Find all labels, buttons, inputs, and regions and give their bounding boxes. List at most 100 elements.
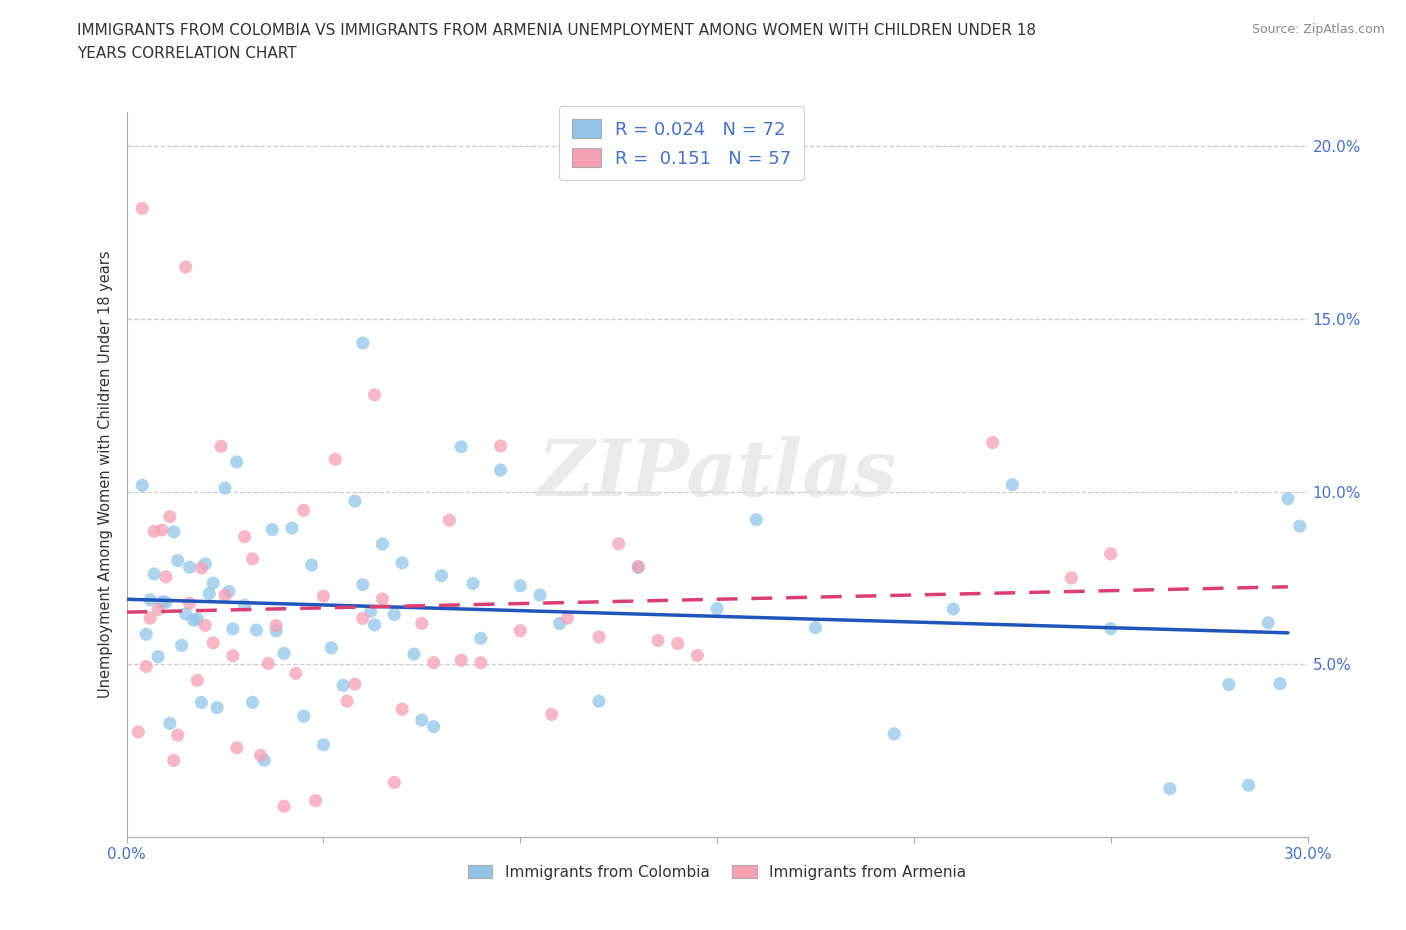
Point (222, 648, 245, 663)
Point (186, 611, 208, 626)
Point (1060, 570, 1083, 585)
Point (202, 576, 225, 591)
Point (336, 694, 359, 709)
Point (382, 607, 405, 622)
Point (292, 503, 315, 518)
Point (1237, 777, 1260, 792)
Point (264, 618, 287, 633)
Point (1277, 491, 1299, 506)
Point (470, 656, 492, 671)
Legend: Immigrants from Colombia, Immigrants from Armenia: Immigrants from Colombia, Immigrants fro… (460, 857, 974, 887)
Point (450, 439, 472, 454)
Point (257, 656, 280, 671)
Point (557, 611, 579, 626)
Point (225, 740, 247, 755)
Point (179, 596, 201, 611)
Text: YEARS CORRELATION CHART: YEARS CORRELATION CHART (77, 46, 297, 61)
Point (312, 589, 335, 604)
Point (548, 616, 571, 631)
Point (352, 578, 374, 592)
Point (529, 588, 551, 603)
Point (166, 553, 188, 568)
Point (323, 452, 346, 467)
Point (194, 618, 217, 632)
Point (489, 462, 512, 477)
Point (312, 737, 335, 752)
Point (430, 568, 453, 583)
Point (745, 512, 768, 527)
Point (942, 602, 965, 617)
Point (242, 695, 264, 710)
Point (284, 666, 307, 681)
Point (981, 435, 1004, 450)
Point (391, 702, 413, 717)
Point (391, 555, 413, 570)
Point (607, 537, 630, 551)
Point (186, 673, 208, 688)
Point (363, 618, 385, 632)
Point (209, 439, 232, 454)
Point (332, 678, 354, 693)
Point (371, 537, 394, 551)
Point (214, 481, 236, 496)
Point (131, 478, 153, 493)
Point (343, 494, 366, 509)
Point (249, 748, 271, 763)
Point (202, 635, 225, 650)
Point (242, 551, 264, 566)
Point (135, 627, 157, 642)
Point (127, 724, 149, 739)
Point (422, 719, 444, 734)
Point (143, 524, 166, 538)
Point (214, 588, 236, 603)
Point (166, 728, 188, 743)
Point (1268, 676, 1291, 691)
Point (194, 556, 217, 571)
Point (281, 521, 304, 536)
Point (360, 604, 382, 618)
Point (174, 606, 197, 621)
Point (131, 201, 153, 216)
Point (343, 677, 366, 692)
Point (411, 712, 433, 727)
Point (245, 623, 267, 638)
Point (1001, 477, 1024, 492)
Point (174, 259, 197, 274)
Point (163, 525, 186, 539)
Point (1218, 677, 1240, 692)
Point (190, 561, 212, 576)
Y-axis label: Unemployment Among Women with Children Under 18 years: Unemployment Among Women with Children U… (98, 250, 114, 698)
Point (198, 586, 221, 601)
Point (159, 716, 181, 731)
Point (304, 793, 326, 808)
Point (222, 621, 245, 636)
Point (352, 336, 374, 351)
Point (352, 611, 374, 626)
Point (540, 707, 562, 722)
Point (170, 638, 193, 653)
Point (706, 601, 728, 616)
Point (402, 646, 425, 661)
Point (150, 523, 173, 538)
Point (509, 623, 531, 638)
Point (253, 752, 276, 767)
Point (301, 558, 323, 573)
Point (627, 559, 650, 574)
Point (264, 623, 287, 638)
Point (1288, 519, 1310, 534)
Point (588, 630, 610, 644)
Point (588, 694, 610, 709)
Point (262, 522, 284, 537)
Point (647, 633, 669, 648)
Point (159, 510, 181, 525)
Point (804, 620, 827, 635)
Point (371, 591, 394, 606)
Point (179, 560, 201, 575)
Point (163, 753, 186, 768)
Point (146, 649, 169, 664)
Point (143, 566, 166, 581)
Point (1099, 621, 1122, 636)
Point (190, 695, 212, 710)
Text: Source: ZipAtlas.com: Source: ZipAtlas.com (1251, 23, 1385, 36)
Point (666, 636, 689, 651)
